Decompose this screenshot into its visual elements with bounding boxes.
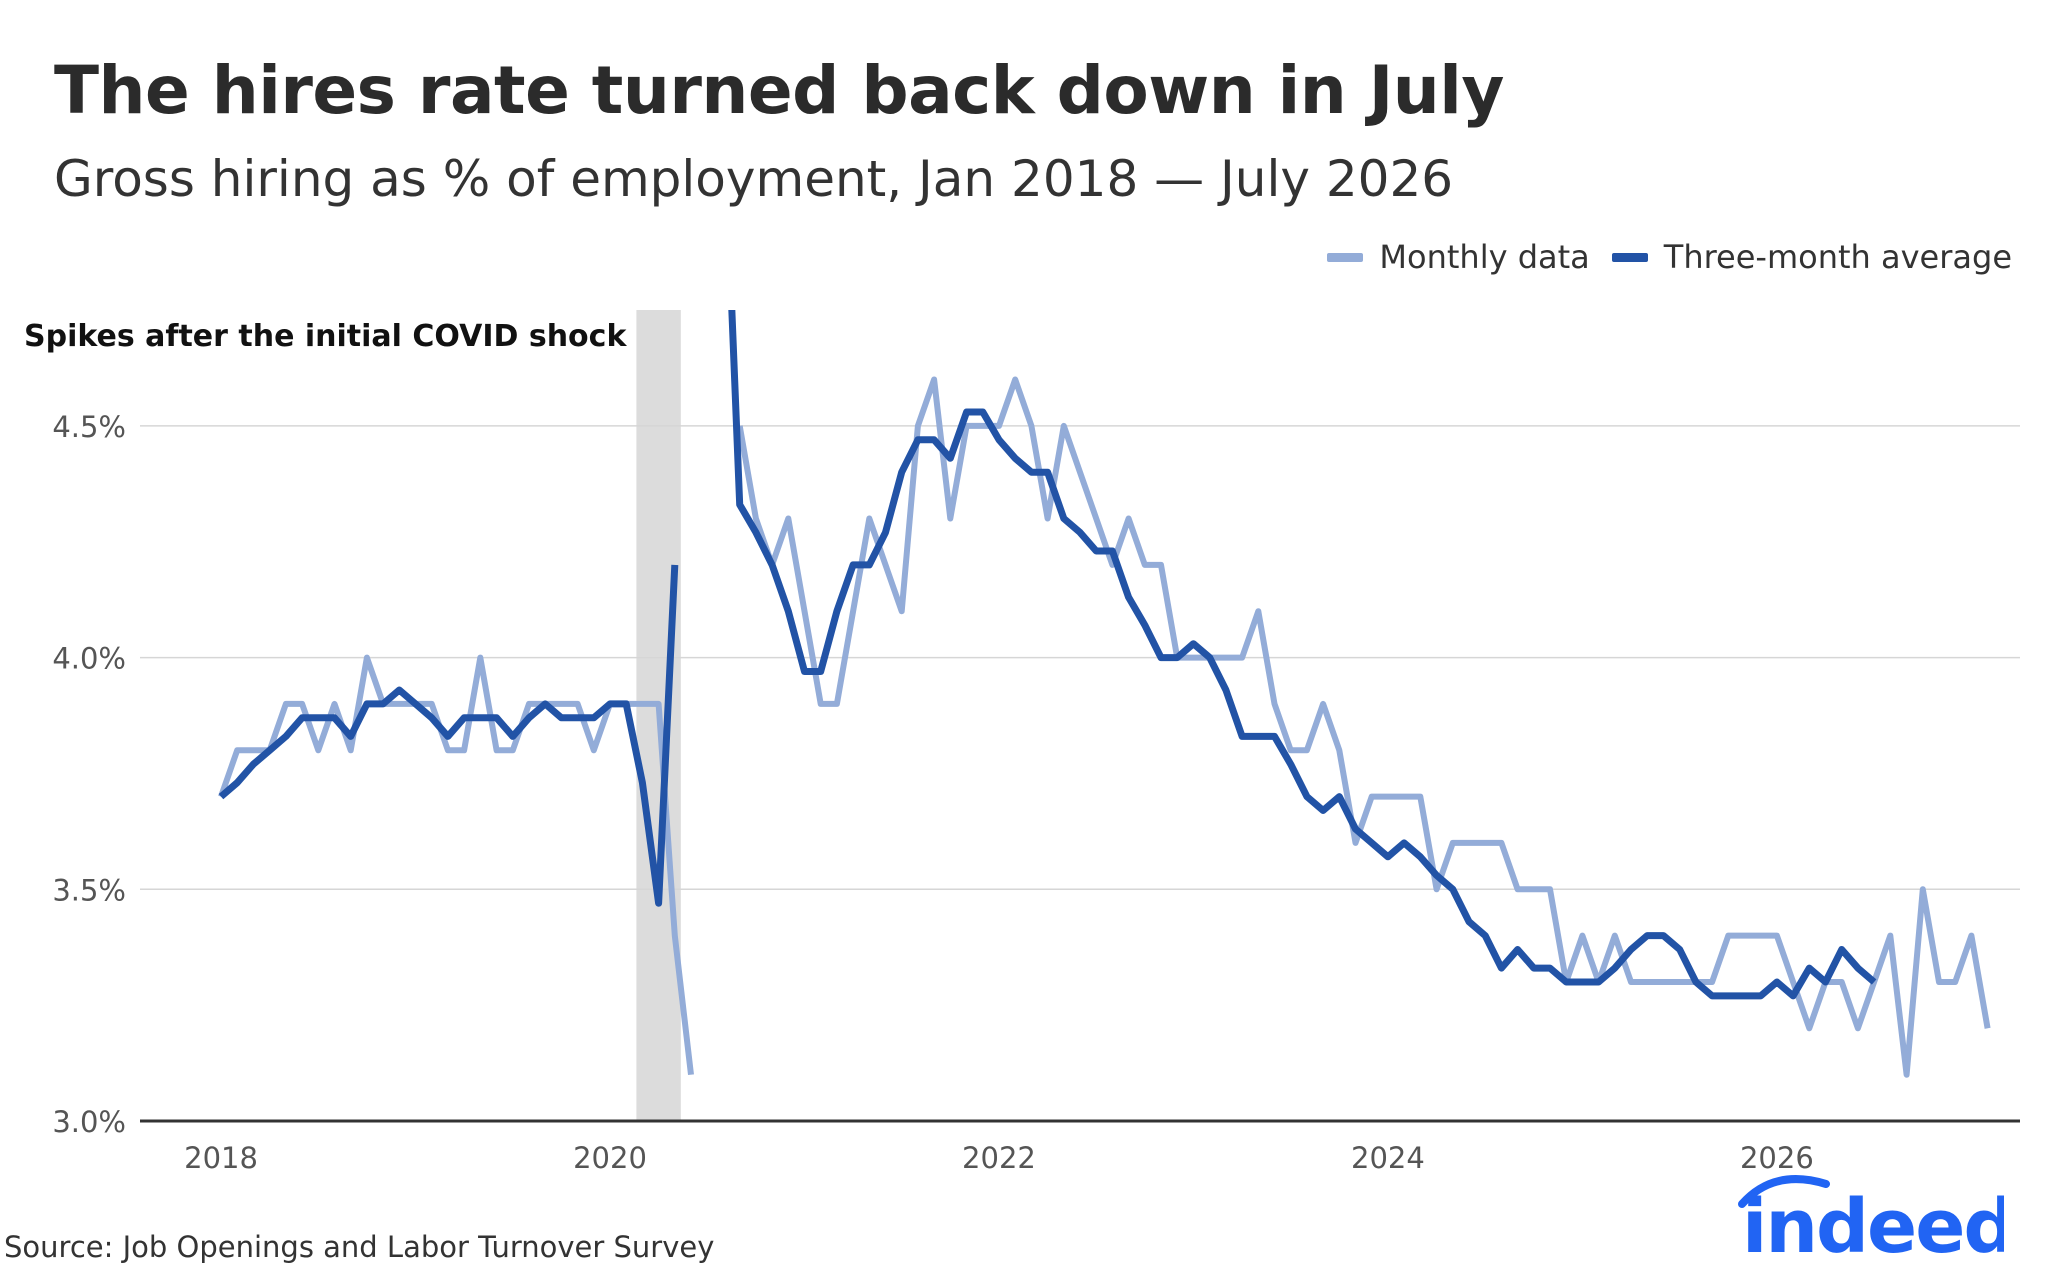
y-tick-label: 3.5% <box>52 873 126 907</box>
legend-item-average: Three-month average <box>1611 238 2012 276</box>
legend-item-monthly: Monthly data <box>1327 238 1590 276</box>
chart-legend: Monthly data Three-month average <box>1327 238 2012 276</box>
y-tick-label: 4.0% <box>52 642 126 676</box>
source-note: Source: Job Openings and Labor Turnover … <box>4 1230 715 1264</box>
x-tick-label: 2018 <box>184 1141 258 1175</box>
series-line-monthly <box>218 376 1991 1078</box>
indeed-logo: indeed <box>1738 1175 2004 1260</box>
x-tick-label: 2024 <box>1351 1141 1425 1175</box>
legend-label-average: Three-month average <box>1663 238 2012 276</box>
y-tick-label: 3.0% <box>52 1105 126 1139</box>
x-tick-label: 2026 <box>1740 1141 1814 1175</box>
legend-swatch-monthly <box>1327 252 1364 262</box>
legend-swatch-average <box>1611 252 1648 262</box>
y-tick-label: 4.5% <box>52 410 126 444</box>
x-tick-label: 2022 <box>962 1141 1036 1175</box>
chart-subtitle: Gross hiring as % of employment, Jan 201… <box>54 150 1454 208</box>
covid-annotation: Spikes after the initial COVID shock <box>24 319 627 354</box>
series-line-three-month-average <box>218 310 1877 1000</box>
legend-label-monthly: Monthly data <box>1379 238 1590 276</box>
indeed-logo-text: indeed <box>1742 1184 2004 1260</box>
x-tick-label: 2020 <box>573 1141 647 1175</box>
chart-title: The hires rate turned back down in July <box>54 52 1504 129</box>
